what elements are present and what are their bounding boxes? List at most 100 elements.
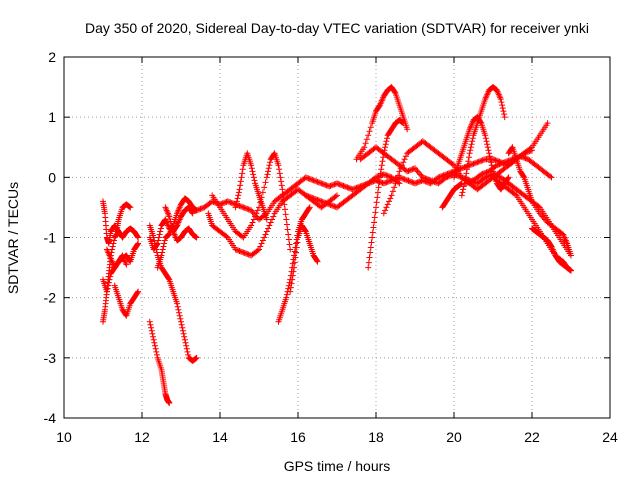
data-point-marker: [232, 204, 239, 211]
data-point-marker: [382, 207, 389, 214]
data-point-marker: [192, 233, 199, 240]
data-point-marker: [386, 173, 392, 180]
data-point-marker: [254, 207, 261, 214]
data-point-marker: [423, 175, 430, 182]
data-point-marker: [405, 167, 412, 174]
data-point-marker: [464, 166, 470, 173]
data-point-marker: [126, 257, 133, 264]
data-point-marker: [518, 153, 525, 160]
data-point-marker: [434, 179, 441, 186]
data-point-marker: [257, 243, 264, 250]
data-point-marker: [178, 321, 185, 328]
data-point-marker: [463, 170, 470, 177]
data-point-marker: [468, 141, 475, 148]
data-point-marker: [304, 192, 311, 199]
data-point-marker: [504, 175, 511, 182]
data-point-marker: [486, 150, 493, 157]
data-point-marker: [487, 156, 494, 163]
y-tick-label: -1: [44, 230, 57, 246]
x-axis-label: GPS time / hours: [284, 458, 391, 474]
data-point-marker: [319, 180, 326, 187]
data-point-marker: [302, 192, 309, 199]
data-point-marker: [438, 173, 444, 180]
data-point-marker: [152, 345, 159, 352]
data-point-marker: [311, 195, 318, 202]
data-point-marker: [169, 225, 176, 232]
data-point-marker: [395, 179, 402, 186]
data-point-marker: [382, 141, 389, 148]
data-point-marker: [401, 176, 408, 183]
data-point-marker: [134, 233, 141, 240]
data-point-marker: [376, 174, 383, 181]
data-point-marker: [520, 173, 527, 180]
data-point-marker: [183, 345, 190, 352]
data-point-marker: [334, 180, 340, 187]
data-point-marker: [402, 153, 409, 160]
data-point-marker: [198, 205, 205, 212]
series-arc23: [439, 180, 465, 211]
data-point-marker: [278, 178, 285, 185]
data-point-marker: [161, 237, 168, 244]
data-point-marker: [306, 205, 313, 212]
data-point-marker: [109, 243, 116, 250]
data-point-marker: [365, 264, 372, 271]
data-point-marker: [310, 177, 317, 184]
data-point-marker: [352, 185, 359, 192]
x-tick-label: 22: [524, 429, 540, 445]
data-point-marker: [327, 201, 334, 208]
data-point-marker: [181, 336, 188, 343]
data-point-marker: [275, 162, 282, 169]
chart-title: Day 350 of 2020, Sidereal Day-to-day VTE…: [85, 20, 589, 36]
data-point-marker: [568, 252, 574, 259]
data-point-marker: [127, 204, 134, 211]
data-point-marker: [377, 170, 384, 177]
data-point-marker: [406, 167, 413, 174]
data-point-marker: [249, 219, 256, 226]
data-point-marker: [183, 342, 190, 349]
data-point-marker: [386, 178, 392, 185]
data-point-marker: [339, 182, 346, 189]
data-point-marker: [478, 171, 485, 178]
data-point-marker: [285, 236, 292, 243]
data-point-marker: [567, 267, 574, 274]
series-arc28: [505, 144, 574, 259]
data-point-marker: [220, 199, 227, 206]
data-point-marker: [386, 198, 392, 205]
data-point-marker: [526, 148, 533, 155]
data-point-marker: [389, 188, 396, 195]
data-point-marker: [396, 168, 403, 175]
data-point-marker: [409, 179, 416, 186]
data-point-marker: [239, 166, 246, 173]
data-point-marker: [263, 228, 270, 235]
data-point-marker: [373, 199, 380, 206]
data-point-marker: [371, 219, 378, 226]
data-point-marker: [479, 157, 486, 164]
data-point-marker: [485, 147, 492, 154]
data-point-marker: [412, 180, 418, 187]
data-point-marker: [111, 237, 118, 244]
data-point-marker: [223, 233, 230, 240]
data-point-marker: [261, 234, 268, 241]
data-point-marker: [234, 195, 241, 202]
data-point-marker: [508, 156, 515, 163]
data-point-marker: [313, 178, 320, 185]
data-point-marker: [497, 160, 504, 167]
data-point-marker: [397, 165, 404, 172]
data-point-marker: [283, 291, 290, 298]
data-point-marker: [135, 234, 142, 241]
data-point-marker: [232, 246, 239, 253]
data-point-marker: [155, 237, 162, 244]
data-point-marker: [174, 300, 181, 307]
data-point-marker: [408, 178, 415, 185]
data-point-marker: [262, 231, 269, 238]
data-point-marker: [240, 204, 247, 211]
data-point-marker: [503, 158, 509, 165]
data-point-marker: [250, 216, 257, 223]
data-point-marker: [384, 178, 391, 185]
data-point-marker: [326, 183, 333, 190]
data-point-marker: [251, 177, 258, 184]
data-point-marker: [479, 170, 486, 177]
data-point-marker: [196, 206, 203, 213]
data-point-marker: [399, 175, 405, 182]
data-point-marker: [410, 165, 417, 172]
